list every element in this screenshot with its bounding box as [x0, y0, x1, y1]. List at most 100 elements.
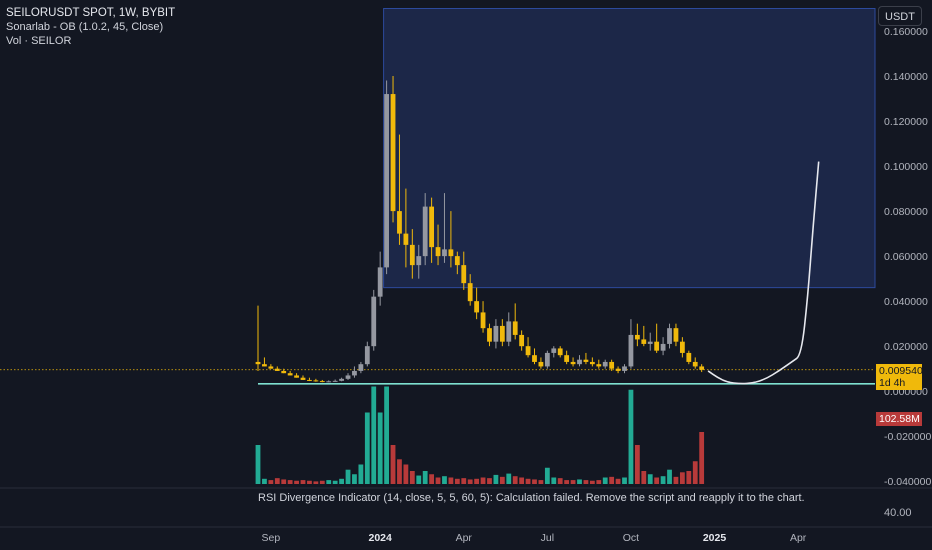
volume-bar: [403, 464, 409, 484]
volume-bar: [660, 476, 666, 484]
y-tick-label: 0.020000: [884, 341, 928, 353]
volume-bar: [326, 480, 332, 484]
candle-body: [435, 247, 441, 257]
volume-bar: [570, 480, 576, 484]
candle-body: [313, 380, 319, 382]
candle-body: [622, 366, 627, 371]
candle-body: [319, 381, 325, 383]
volume-bar: [416, 475, 422, 484]
y-tick-label: 0.040000: [884, 296, 928, 308]
candle-body: [345, 375, 351, 379]
volume-bar: [467, 479, 473, 484]
candle-body: [461, 265, 467, 284]
candle-body: [268, 366, 274, 369]
y-tick-label: 0.160000: [884, 26, 928, 38]
indicator-sonarlab[interactable]: Sonarlab - OB (1.0.2, 45, Close): [6, 21, 164, 33]
volume-bar: [557, 478, 563, 484]
y-tick-label: 0.060000: [884, 251, 928, 263]
candle-body: [570, 361, 576, 365]
candle-body: [654, 341, 660, 351]
volume-bar: [480, 477, 486, 484]
volume-bar: [596, 480, 602, 484]
volume-bar: [377, 412, 383, 484]
candle-body: [474, 301, 480, 313]
candle-body: [487, 328, 492, 342]
candle-body: [352, 370, 357, 376]
x-tick-label: 2025: [703, 532, 727, 544]
candle-body: [686, 352, 692, 362]
volume-bar: [461, 478, 467, 484]
y-tick-label: 0.120000: [884, 116, 928, 128]
candle-body: [589, 361, 595, 365]
candle-body: [609, 361, 615, 369]
candle-body: [532, 355, 537, 362]
volume-bar: [532, 479, 537, 484]
candle-body: [667, 328, 672, 344]
volume-bar: [384, 386, 389, 484]
candle-body: [397, 211, 402, 234]
volume-bar: [448, 477, 454, 484]
candle-body: [307, 379, 312, 381]
candle-body: [525, 346, 531, 356]
candle-body: [326, 381, 332, 383]
last-price-label: 0.009540 1d 4h: [876, 364, 923, 390]
volume-bar: [551, 477, 557, 484]
volume-bar: [525, 478, 531, 484]
volume-bar: [352, 474, 357, 484]
volume-bar: [364, 412, 370, 484]
candle-body: [692, 361, 698, 367]
candle-body: [660, 343, 666, 351]
currency-selector[interactable]: USDT: [878, 6, 922, 26]
volume-bar: [622, 477, 627, 484]
candle-body: [499, 325, 505, 342]
volume-bar: [538, 480, 544, 484]
rsi-error-message: RSI Divergence Indicator (14, close, 5, …: [258, 492, 805, 504]
x-tick-label: 2024: [368, 532, 392, 544]
x-tick-label: Oct: [623, 532, 639, 544]
candle-body: [332, 380, 338, 382]
volume-bar: [307, 480, 312, 484]
candle-body: [448, 249, 454, 257]
volume-bar: [371, 386, 377, 484]
volume-bar: [667, 469, 672, 484]
candle-body: [339, 378, 344, 381]
candle-body: [615, 368, 621, 371]
volume-bar: [654, 477, 660, 484]
candle-body: [583, 359, 589, 362]
symbol-title[interactable]: SEILORUSDT SPOT, 1W, BYBIT: [6, 7, 176, 19]
candle-body: [300, 377, 306, 380]
candle-body: [274, 368, 280, 371]
volume-bar: [409, 471, 415, 484]
volume-bar: [493, 474, 499, 484]
candle-body: [429, 206, 435, 248]
candle-body: [519, 334, 525, 347]
volume-bar: [647, 474, 653, 484]
volume-bar: [699, 432, 705, 484]
bar-countdown: 1d 4h: [879, 377, 906, 389]
volume-bar: [268, 480, 274, 484]
x-tick-label: Apr: [790, 532, 807, 544]
volume-bar: [300, 480, 306, 484]
indicator-volume[interactable]: Vol · SEILOR: [6, 35, 72, 47]
candle-body: [699, 366, 705, 370]
candle-body: [371, 296, 377, 347]
volume-bar: [634, 445, 640, 484]
volume-bar: [454, 478, 460, 484]
volume-bar: [390, 445, 396, 484]
candle-body: [281, 370, 287, 374]
candle-body: [634, 334, 640, 340]
candle-body: [602, 361, 608, 367]
projection-curve: [707, 161, 820, 385]
volume-bar: [358, 464, 364, 484]
candle-body: [577, 359, 582, 365]
y-tick-label: 0.140000: [884, 71, 928, 83]
x-tick-label: Apr: [456, 532, 473, 544]
volume-bar: [679, 472, 685, 484]
candle-body: [679, 341, 685, 353]
candle-body: [544, 352, 550, 367]
volume-bar: [487, 478, 492, 484]
x-tick-label: Jul: [541, 532, 554, 544]
volume-bar: [255, 445, 261, 484]
candle-body: [506, 321, 512, 342]
